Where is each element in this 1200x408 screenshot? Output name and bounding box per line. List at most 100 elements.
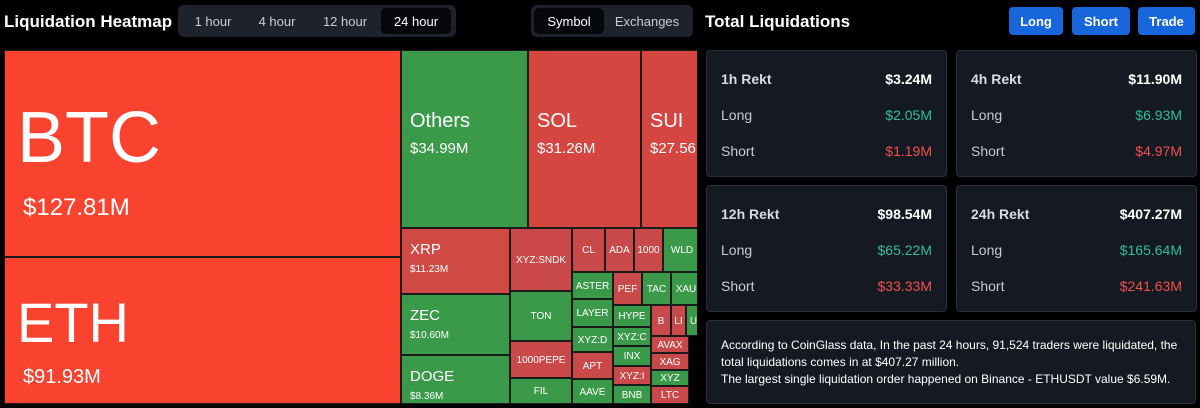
row-label: Short: [721, 143, 755, 159]
summary: According to CoinGlass data, In the past…: [706, 320, 1196, 404]
heatmap-tile[interactable]: SUI $27.56M: [641, 50, 697, 228]
heatmap-tile[interactable]: 1000PEPE: [510, 341, 572, 378]
heatmap-tile[interactable]: LAYER: [572, 299, 613, 327]
heatmap-tile[interactable]: ASTER: [572, 272, 613, 299]
heatmap-tile[interactable]: HYPE: [613, 305, 651, 327]
rekt-card: 24h Rekt $407.27M Long $165.64M Short $241.63…: [956, 185, 1197, 312]
tile-symbol: XRP: [410, 241, 441, 258]
heatmap-tile[interactable]: U: [686, 305, 697, 336]
heatmap-tile[interactable]: XYZ:SNDK: [510, 228, 572, 291]
tile-symbol: INX: [623, 351, 641, 362]
card-row: Long $2.05M: [721, 107, 932, 123]
row-label: 24h Rekt: [971, 206, 1030, 222]
heatmap-tile[interactable]: ZEC $10.60M: [401, 294, 510, 355]
row-label: 4h Rekt: [971, 71, 1022, 87]
tile-symbol: ASTER: [575, 280, 610, 292]
tile-symbol: XYZ:I: [619, 370, 645, 382]
summary-line: According to CoinGlass data, In the past…: [721, 338, 1178, 369]
tile-symbol: BNB: [621, 389, 643, 401]
tile-value: $127.81M: [23, 193, 130, 221]
heatmap-tile[interactable]: PEF: [613, 272, 642, 305]
tile-symbol: AVAX: [657, 339, 683, 351]
heatmap-tile[interactable]: B: [651, 305, 671, 336]
timeframe-tab[interactable]: 12 hour: [322, 13, 368, 29]
tile-symbol: 1000PEPE: [516, 354, 566, 366]
rekt-card: 12h Rekt $98.54M Long $65.22M Short $33.33M: [706, 185, 947, 312]
view-group: Symbol Exchanges: [531, 5, 693, 37]
tile-symbol: XAG: [659, 356, 681, 368]
action-button[interactable]: Long: [1009, 7, 1063, 35]
tile-symbol: XYZ:C: [617, 331, 647, 343]
heatmap-tile[interactable]: ADA: [605, 228, 634, 272]
heatmap-tile[interactable]: XRP $11.23M: [401, 228, 510, 294]
heatmap-tile[interactable]: BTC $127.81M: [4, 50, 401, 257]
action-button[interactable]: Short: [1072, 7, 1130, 35]
action-button[interactable]: Trade: [1138, 7, 1195, 35]
card-row: 1h Rekt $3.24M: [721, 71, 932, 87]
row-value: $407.27M: [1119, 206, 1182, 222]
row-value: $98.54M: [877, 206, 932, 222]
tile-symbol: XYZ:D: [577, 334, 608, 346]
row-label: 1h Rekt: [721, 71, 772, 87]
tile-symbol: FIL: [533, 386, 549, 397]
row-label: Long: [971, 242, 1003, 258]
heatmap-tile[interactable]: WLD: [663, 228, 697, 272]
row-label: Short: [721, 278, 755, 294]
heatmap-title: Liquidation Heatmap: [4, 12, 173, 31]
heatmap-tile[interactable]: CL: [572, 228, 605, 272]
heatmap-tile[interactable]: APT: [572, 352, 613, 379]
heatmap-tile[interactable]: LI: [671, 305, 686, 336]
tile-symbol: BTC: [17, 97, 161, 178]
heatmap-tile[interactable]: SOL $31.26M: [528, 50, 641, 228]
heatmap-tile[interactable]: XYZ: [651, 370, 689, 386]
view-tab[interactable]: Exchanges: [614, 13, 680, 29]
heatmap-tile[interactable]: DOGE $8.36M: [401, 355, 510, 404]
heatmap-tile[interactable]: XYZ:D: [572, 327, 613, 352]
tile-value: $27.56M: [650, 139, 697, 157]
tile-symbol: SOL: [537, 109, 578, 132]
row-value: $33.33M: [877, 278, 932, 294]
heatmap-tile[interactable]: XYZ:C: [613, 327, 651, 346]
heatmap-tile[interactable]: XAG: [651, 353, 689, 370]
view-tab[interactable]: Symbol: [534, 8, 604, 34]
heatmap-tile[interactable]: AAVE: [572, 379, 613, 404]
tile-value: $31.26M: [537, 139, 596, 157]
heatmap-tile[interactable]: ETH $91.93M: [4, 257, 401, 404]
tile-symbol: WLD: [670, 245, 694, 256]
rekt-card: 4h Rekt $11.90M Long $6.93M Short $4.97M: [956, 50, 1197, 177]
tile-symbol: XYZ:SNDK: [515, 254, 566, 266]
timeframe-tab[interactable]: 4 hour: [258, 13, 296, 29]
card-row: 12h Rekt $98.54M: [721, 206, 932, 222]
heatmap-tile[interactable]: LTC: [651, 386, 689, 404]
timeframe-tab[interactable]: 1 hour: [194, 13, 232, 29]
card-row: Short $33.33M: [721, 278, 932, 294]
tile-symbol: LAYER: [576, 308, 609, 319]
card-row: Short $241.63M: [971, 278, 1182, 294]
tile-symbol: AAVE: [579, 386, 606, 398]
heatmap-tile[interactable]: XYZ:I: [613, 366, 651, 385]
tile-symbol: LTC: [660, 390, 680, 401]
heatmap-tile[interactable]: Others $34.99M: [401, 50, 528, 228]
tile-value: $34.99M: [410, 139, 469, 157]
tile-symbol: PEF: [617, 283, 638, 295]
tile-symbol: ADA: [609, 245, 630, 256]
heatmap-tile[interactable]: TON: [510, 291, 572, 341]
heatmap-tile[interactable]: XAU: [671, 272, 697, 305]
heatmap-tile[interactable]: AVAX: [651, 336, 689, 353]
row-value: $2.05M: [885, 107, 932, 123]
tile-symbol: ZEC: [410, 307, 440, 324]
heatmap-tile[interactable]: TAC: [642, 272, 671, 305]
heatmap-tile[interactable]: FIL: [510, 378, 572, 404]
heatmap-tile[interactable]: INX: [613, 346, 651, 366]
row-value: $11.90M: [1128, 71, 1182, 87]
tile-symbol: B: [657, 315, 665, 327]
row-label: Long: [721, 107, 753, 123]
card-row: 4h Rekt $11.90M: [971, 71, 1182, 87]
card-row: Long $65.22M: [721, 242, 932, 258]
row-value: $6.93M: [1135, 107, 1182, 123]
heatmap-tile[interactable]: BNB: [613, 385, 651, 404]
tile-symbol: HYPE: [618, 311, 646, 322]
timeframe-tab[interactable]: 24 hour: [381, 8, 451, 34]
heatmap-tile[interactable]: 1000: [634, 228, 663, 272]
